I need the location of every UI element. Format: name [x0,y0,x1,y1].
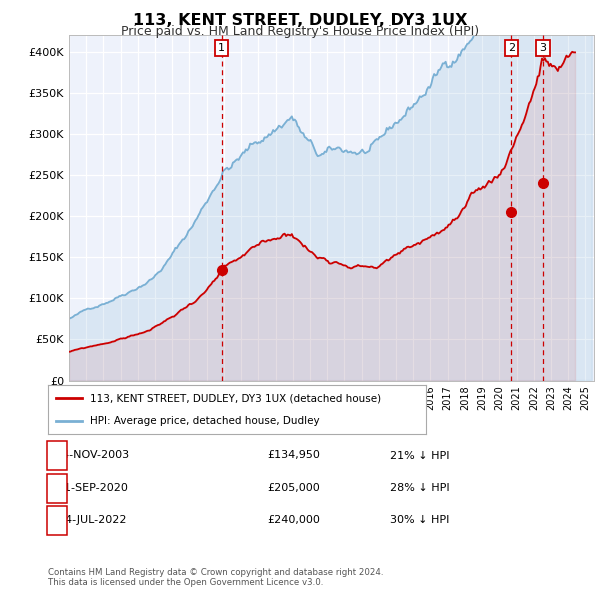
Text: 21% ↓ HPI: 21% ↓ HPI [390,451,450,460]
Text: 14-JUL-2022: 14-JUL-2022 [59,516,127,525]
Text: 11-SEP-2020: 11-SEP-2020 [58,483,128,493]
Text: 30% ↓ HPI: 30% ↓ HPI [391,516,449,525]
Text: 113, KENT STREET, DUDLEY, DY3 1UX (detached house): 113, KENT STREET, DUDLEY, DY3 1UX (detac… [89,394,381,404]
Text: 113, KENT STREET, DUDLEY, DY3 1UX: 113, KENT STREET, DUDLEY, DY3 1UX [133,13,467,28]
Text: £134,950: £134,950 [268,451,320,460]
Text: 14-NOV-2003: 14-NOV-2003 [56,451,130,460]
Text: HPI: Average price, detached house, Dudley: HPI: Average price, detached house, Dudl… [89,415,319,425]
Text: 28% ↓ HPI: 28% ↓ HPI [390,483,450,493]
Text: 3: 3 [53,516,61,525]
Text: 2: 2 [508,42,515,53]
Text: Contains HM Land Registry data © Crown copyright and database right 2024.
This d: Contains HM Land Registry data © Crown c… [48,568,383,587]
Text: £205,000: £205,000 [268,483,320,493]
Text: £240,000: £240,000 [268,516,320,525]
Text: 1: 1 [53,451,61,460]
Text: Price paid vs. HM Land Registry's House Price Index (HPI): Price paid vs. HM Land Registry's House … [121,25,479,38]
Text: 2: 2 [53,483,61,493]
Text: 3: 3 [539,42,547,53]
Text: 1: 1 [218,42,225,53]
